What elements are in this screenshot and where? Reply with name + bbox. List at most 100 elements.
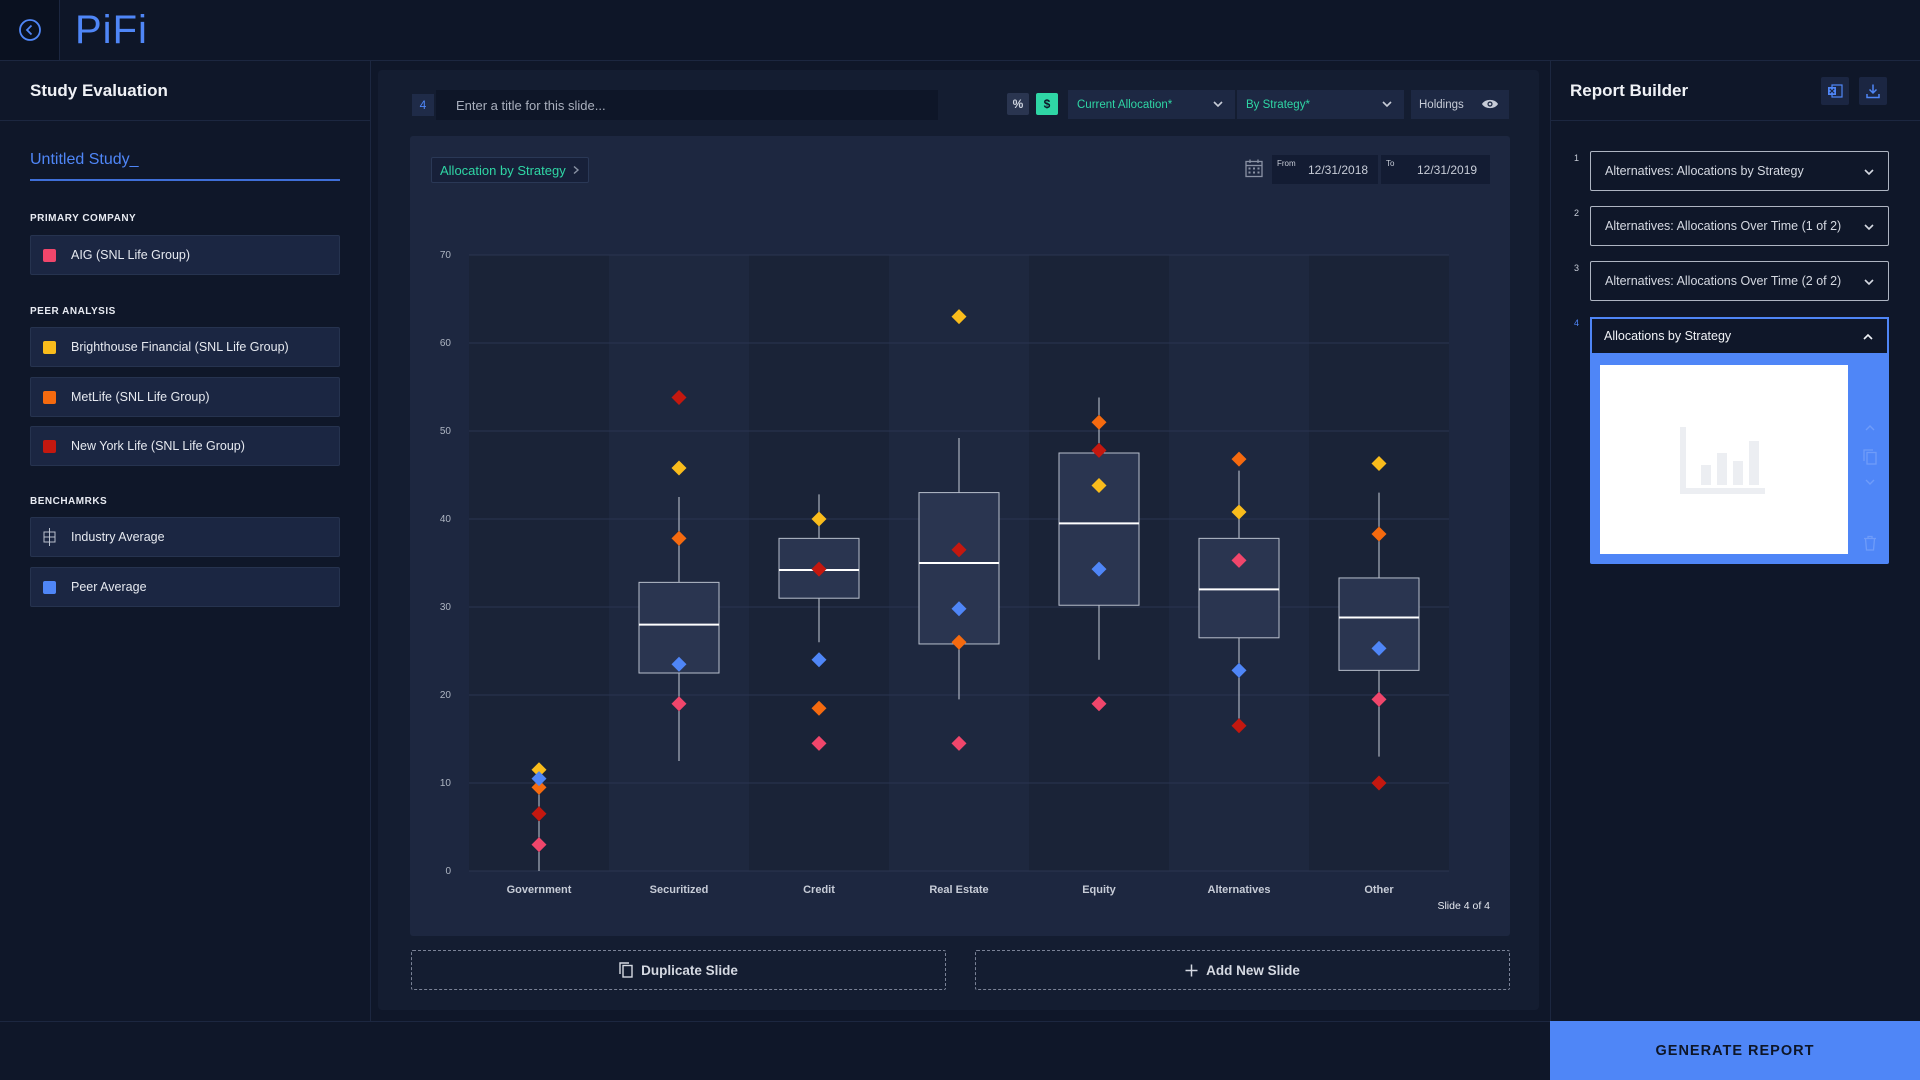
boxplot-icon: [43, 528, 56, 546]
active-report-slide[interactable]: Allocations by Strategy: [1590, 317, 1889, 564]
benchmark-name: Industry Average: [71, 530, 165, 544]
data-point: [811, 652, 827, 668]
data-point: [811, 561, 827, 577]
data-point: [671, 460, 687, 476]
chart-title-chip[interactable]: Allocation by Strategy: [431, 157, 589, 183]
data-point: [951, 542, 967, 558]
x-category-label: Securitized: [650, 884, 709, 896]
from-date-label: From: [1277, 159, 1296, 168]
slide-title-input[interactable]: [436, 90, 938, 120]
report-slide-item[interactable]: Alternatives: Allocations by Strategy: [1590, 151, 1889, 191]
peer-name: Brighthouse Financial (SNL Life Group): [71, 340, 289, 354]
y-tick-label: 20: [440, 690, 452, 701]
chevron-down-icon: [1864, 224, 1874, 231]
move-up-icon[interactable]: [1863, 423, 1877, 433]
box: [1338, 577, 1420, 671]
data-point: [671, 530, 687, 546]
data-point: [1091, 442, 1107, 458]
peer-swatch: [43, 439, 56, 453]
data-point: [811, 511, 827, 527]
data-point: [1091, 696, 1107, 712]
to-date-label: To: [1386, 159, 1395, 168]
add-slide-label: Add New Slide: [1206, 962, 1300, 978]
chevron-down-icon: [1382, 101, 1392, 108]
to-date-field[interactable]: To 12/31/2019: [1381, 155, 1490, 184]
slide-index: 2: [1574, 208, 1580, 218]
strategy-dropdown[interactable]: By Strategy*: [1237, 90, 1404, 119]
data-point: [671, 696, 687, 712]
data-point: [531, 837, 547, 853]
chevron-up-icon: [1863, 333, 1873, 340]
report-slide-item[interactable]: Alternatives: Allocations Over Time (2 o…: [1590, 261, 1889, 301]
data-point: [951, 309, 967, 325]
report-slide-label: Alternatives: Allocations Over Time (1 o…: [1605, 219, 1842, 233]
benchmark-item[interactable]: Peer Average: [30, 567, 340, 607]
chart-title-label: Allocation by Strategy: [440, 162, 566, 178]
back-button[interactable]: [0, 0, 60, 60]
y-tick-label: 50: [440, 426, 452, 437]
download-icon: [1866, 84, 1880, 99]
peer-item[interactable]: MetLife (SNL Life Group): [30, 377, 340, 417]
peer-swatch: [43, 390, 56, 404]
from-date-value: 12/31/2018: [1308, 163, 1369, 177]
data-point: [1091, 414, 1107, 430]
holdings-label: Holdings: [1419, 98, 1464, 111]
study-sidebar-title: Study Evaluation: [0, 61, 370, 121]
from-date-field[interactable]: From 12/31/2018: [1272, 155, 1378, 184]
x-category-label: Alternatives: [1208, 884, 1271, 896]
excel-export-button[interactable]: [1821, 77, 1849, 105]
percent-toggle[interactable]: %: [1007, 93, 1029, 115]
peer-name: New York Life (SNL Life Group): [71, 439, 245, 453]
peer-item[interactable]: New York Life (SNL Life Group): [30, 426, 340, 466]
allocation-dropdown[interactable]: Current Allocation*: [1068, 90, 1235, 119]
data-point: [1091, 478, 1107, 494]
download-button[interactable]: [1859, 77, 1887, 105]
peer-swatch: [43, 340, 56, 354]
bottom-bar: [0, 1021, 1550, 1080]
box: [918, 492, 1000, 645]
move-down-icon[interactable]: [1863, 477, 1877, 487]
add-slide-button[interactable]: Add New Slide: [975, 950, 1510, 990]
duplicate-slide-label: Duplicate Slide: [641, 962, 738, 978]
benchmark-name: Peer Average: [71, 580, 147, 594]
calendar-icon[interactable]: [1245, 159, 1263, 178]
data-point: [1371, 775, 1387, 791]
top-bar: [0, 0, 1920, 61]
dollar-toggle[interactable]: $: [1036, 93, 1058, 115]
duplicate-slide-button[interactable]: Duplicate Slide: [411, 950, 946, 990]
y-tick-label: 60: [440, 338, 452, 349]
app-logo: PiFi: [75, 8, 148, 52]
peer-name: MetLife (SNL Life Group): [71, 390, 210, 404]
study-name-input[interactable]: Untitled Study_: [30, 148, 340, 181]
x-category-label: Real Estate: [929, 884, 988, 896]
primary-company-item[interactable]: AIG (SNL Life Group): [30, 235, 340, 275]
report-slide-label: Alternatives: Allocations by Strategy: [1605, 164, 1804, 178]
y-tick-label: 40: [440, 514, 452, 525]
data-point: [811, 700, 827, 716]
active-report-slide-header[interactable]: Allocations by Strategy: [1590, 317, 1889, 355]
data-point: [1231, 451, 1247, 467]
data-point: [1371, 640, 1387, 656]
data-point: [951, 735, 967, 751]
generate-report-button[interactable]: GENERATE REPORT: [1550, 1021, 1920, 1080]
slide-index: 4: [1574, 318, 1580, 328]
benchmark-item[interactable]: Industry Average: [30, 517, 340, 557]
benchmark-swatch: [43, 580, 56, 594]
data-point: [1091, 561, 1107, 577]
report-slide-item[interactable]: Alternatives: Allocations Over Time (1 o…: [1590, 206, 1889, 246]
copy-icon: [619, 962, 633, 978]
slide-thumbnail[interactable]: [1600, 365, 1848, 554]
chevron-down-icon: [1864, 279, 1874, 286]
holdings-toggle[interactable]: Holdings: [1411, 90, 1509, 119]
back-arrow-icon: [18, 19, 41, 41]
x-category-label: Equity: [1082, 884, 1116, 896]
benchmarks-heading: BENCHAMRKS: [30, 496, 108, 507]
allocation-boxplot-chart: 0 10 20 30 40 50 60 70 Government Securitized Cred…: [440, 250, 1449, 896]
data-point: [1231, 504, 1247, 520]
copy-icon[interactable]: [1863, 449, 1877, 465]
peer-item[interactable]: Brighthouse Financial (SNL Life Group): [30, 327, 340, 367]
chevron-down-icon: [1213, 101, 1223, 108]
slide-count: Slide 4 of 4: [1437, 900, 1490, 912]
y-tick-label: 0: [445, 866, 451, 877]
trash-icon[interactable]: [1863, 535, 1877, 551]
